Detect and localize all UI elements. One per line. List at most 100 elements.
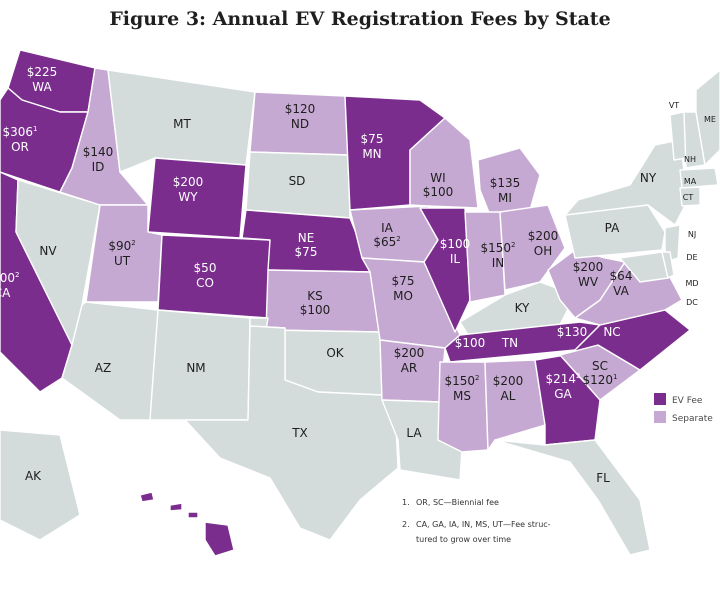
- footnote-2-number: 2.: [402, 520, 410, 529]
- footnote-2-line-2: tured to grow over time: [416, 535, 511, 544]
- state-label-in: IN: [492, 256, 505, 270]
- state-footnote-marker-ca: 2: [15, 271, 19, 279]
- state-fee-ne: $75: [295, 245, 318, 259]
- state-label-id: ID: [92, 160, 105, 174]
- state-footnote-marker-ut: 2: [131, 239, 135, 247]
- state-footnote-marker-in: 2: [511, 241, 515, 249]
- state-label-ar: AR: [401, 361, 418, 375]
- state-de: [661, 251, 675, 279]
- state-ma: [679, 167, 719, 189]
- state-tx: [184, 325, 399, 541]
- state-label-tx: TX: [291, 426, 308, 440]
- state-footnote-marker-ia: 2: [396, 235, 400, 243]
- state-label-ms: MS: [453, 389, 471, 403]
- state-fee-ga: $2142: [545, 372, 580, 386]
- state-fee-ca: $1002: [0, 271, 20, 285]
- footnotes: 1. OR, SC—Biennial fee 2. CA, GA, IA, IN…: [402, 498, 551, 544]
- legend-label-separate: Separate: [672, 414, 713, 424]
- state-fee-mi: $135: [490, 176, 521, 190]
- state-label-sc: SC: [592, 359, 608, 373]
- state-label-ga: GA: [554, 387, 572, 401]
- footnote-1-number: 1.: [402, 498, 410, 507]
- state-label-mi: MI: [498, 191, 512, 205]
- state-fee-or: $3061: [2, 125, 37, 139]
- state-label-dc: DC: [686, 298, 698, 307]
- state-footnote-marker-ga: 2: [576, 372, 580, 380]
- state-label-ut: UT: [114, 254, 131, 268]
- state-label-wy: WY: [178, 190, 198, 204]
- state-fee-va: $64: [610, 269, 633, 283]
- state-ks: [265, 269, 381, 333]
- state-il: [419, 207, 471, 333]
- state-fee-co: $50: [194, 261, 217, 275]
- state-label-wa: WA: [32, 80, 52, 94]
- state-al: [484, 359, 546, 451]
- state-fee-mo: $75: [392, 274, 415, 288]
- state-labels: $225WA$3061OR$1002CA$140IDNVMT$200WY$902…: [0, 65, 716, 539]
- state-label-ak: AK: [25, 469, 42, 483]
- state-label-al: AL: [501, 389, 516, 403]
- state-fee-nd: $120: [285, 102, 316, 116]
- state-label-ct: CT: [683, 193, 694, 202]
- legend-swatch-separate: [654, 411, 666, 423]
- state-fee-wa: $225: [27, 65, 58, 79]
- state-fee-hi: $50: [233, 525, 256, 539]
- state-label-nj: NJ: [688, 230, 696, 239]
- state-label-me: ME: [704, 115, 716, 124]
- state-label-ky: KY: [515, 301, 530, 315]
- state-label-il: IL: [450, 252, 461, 266]
- state-fee-in: $1502: [480, 241, 515, 255]
- state-fee-ks: $100: [300, 303, 331, 317]
- legend-label-ev-fee: EV Fee: [672, 396, 703, 406]
- state-label-wv: WV: [578, 275, 599, 289]
- state-label-oh: OH: [534, 244, 552, 258]
- state-label-fl: FL: [596, 471, 610, 485]
- state-fee-ms: $1502: [444, 374, 479, 388]
- state-label-nm: NM: [186, 361, 205, 375]
- state-fee-id: $140: [83, 145, 114, 159]
- state-label-ny: NY: [640, 171, 657, 185]
- state-footnote-marker-ms: 2: [475, 374, 479, 382]
- state-label-de: DE: [686, 253, 697, 262]
- state-ak: [0, 429, 81, 541]
- state-label-va: VA: [613, 284, 629, 298]
- legend-swatch-ev-fee: [654, 393, 666, 405]
- state-label-hi: HI: [238, 511, 251, 525]
- state-fee-ut: $902: [108, 239, 135, 253]
- state-label-mo: MO: [393, 289, 413, 303]
- state-label-az: AZ: [95, 361, 111, 375]
- state-fl: [494, 439, 651, 556]
- state-label-wi: WI: [430, 171, 445, 185]
- state-label-mn: MN: [362, 147, 381, 161]
- state-fee-al: $200: [493, 374, 524, 388]
- state-fee-oh: $200: [528, 229, 559, 243]
- state-ms: [437, 361, 489, 453]
- state-footnote-marker-sc: 1: [613, 373, 617, 381]
- state-wi: [409, 117, 479, 209]
- state-fee-sc: $1201: [582, 373, 617, 387]
- footnote-2-line-1: CA, GA, IA, IN, MS, UT—Fee struc-: [416, 520, 551, 529]
- state-fee-il: $100: [440, 237, 471, 251]
- state-hi: [139, 491, 235, 557]
- footnote-1-text: OR, SC—Biennial fee: [416, 498, 499, 507]
- map-legend: EV Fee Separate: [654, 393, 713, 424]
- state-ct: [679, 186, 701, 207]
- state-fee-ar: $200: [394, 346, 425, 360]
- state-label-sd: SD: [289, 174, 306, 188]
- state-label-ia: IA: [381, 221, 394, 235]
- state-footnote-marker-or: 1: [33, 125, 37, 133]
- state-label-mt: MT: [173, 117, 191, 131]
- state-label-nh: NH: [684, 155, 696, 164]
- state-label-ks: KS: [307, 289, 323, 303]
- state-fee-ia: $652: [373, 235, 400, 249]
- figure-title: Figure 3: Annual EV Registration Fees by…: [109, 8, 611, 30]
- state-fee-wv: $200: [573, 260, 604, 274]
- state-fee-wi: $100: [423, 185, 454, 199]
- state-label-ne: NE: [298, 231, 315, 245]
- state-fee-nc: $130: [557, 325, 588, 339]
- state-label-or: OR: [11, 140, 29, 154]
- state-label-nd: ND: [291, 117, 309, 131]
- state-fee-tn: $100: [455, 336, 486, 350]
- state-label-ok: OK: [326, 346, 344, 360]
